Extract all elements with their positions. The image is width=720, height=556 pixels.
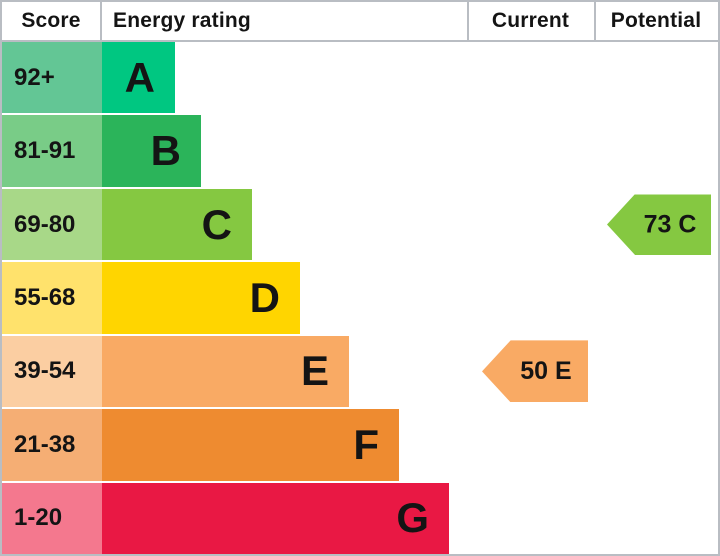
score-range-label: 69-80: [2, 188, 102, 261]
rating-band-bar: C: [102, 188, 252, 261]
rating-band-row: 55-68 D: [2, 262, 718, 334]
current-rating-marker: 50 E: [482, 340, 588, 403]
score-range-label: 1-20: [2, 482, 102, 554]
rating-band-row: 21-38 F: [2, 409, 718, 481]
rating-rows: 92+ A 81-91 B 69-80 C 73 C 55-68 D 39-54…: [2, 42, 718, 554]
rating-band-bar: F: [102, 409, 399, 481]
grid-line-header-underline: [2, 40, 718, 42]
score-range-label: 92+: [2, 42, 102, 114]
rating-band-bar: G: [102, 482, 449, 554]
score-range-label: 55-68: [2, 262, 102, 334]
score-range-label: 21-38: [2, 409, 102, 481]
column-header-score: Score: [21, 9, 81, 32]
grid-line-score-divider: [100, 2, 102, 40]
rating-band-row: 92+ A: [2, 42, 718, 114]
score-range-label: 81-91: [2, 115, 102, 187]
rating-band-bar: A: [102, 42, 175, 114]
rating-band-row: 69-80 C 73 C: [2, 188, 718, 261]
column-header-potential: Potential: [610, 9, 702, 32]
rating-band-bar: B: [102, 115, 201, 187]
column-header-current: Current: [491, 9, 570, 32]
rating-band-row: 1-20 G: [2, 482, 718, 554]
rating-band-bar: E: [102, 335, 349, 408]
potential-rating-marker: 73 C: [607, 194, 711, 256]
rating-band-row: 39-54 E 50 E: [2, 335, 718, 408]
column-header-energy-rating: Energy rating: [113, 9, 251, 32]
chart-header: Score Energy rating Current Potential: [2, 2, 718, 40]
score-range-label: 39-54: [2, 335, 102, 408]
rating-band-bar: D: [102, 262, 300, 334]
rating-band-row: 81-91 B: [2, 115, 718, 187]
